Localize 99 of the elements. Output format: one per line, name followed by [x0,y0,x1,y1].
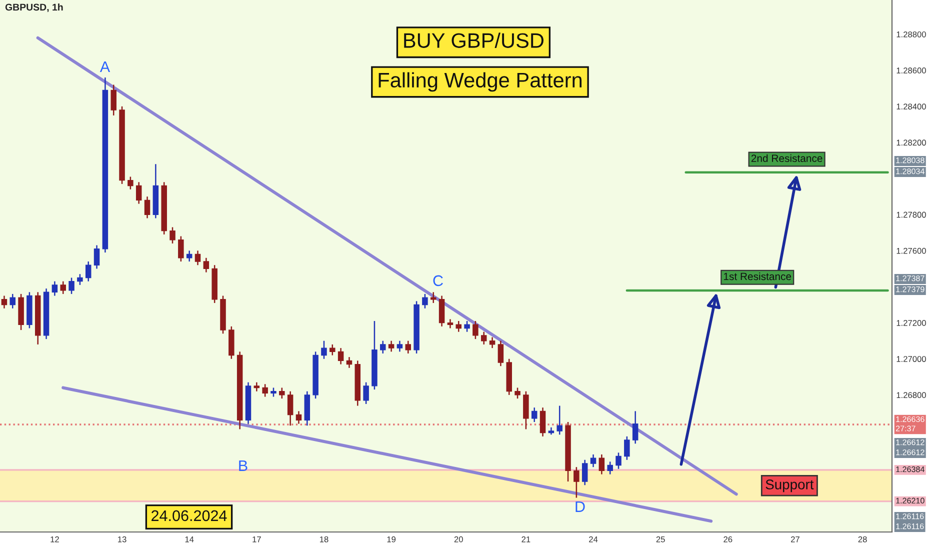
ref-line-label: 1.26636 27:37 [896,416,924,432]
text: 1.27379 [896,286,924,292]
candlestick [388,340,394,352]
candlestick [531,406,538,423]
y-tick-label: 1.27200 [896,320,926,326]
candlestick [523,390,529,430]
candlestick [556,405,562,436]
text: Falling Wedge Pattern [378,72,582,92]
candlestick [514,387,520,400]
annotation: GBPUSD, 1h [5,3,63,12]
band-label: Support [766,480,814,492]
ref-line-label: 1.26210 [896,498,924,504]
candlestick [203,257,210,273]
x-tick-label: 25 [656,536,665,542]
annotation: B [239,460,248,471]
candlestick [624,436,630,460]
text: 1.28038 [896,157,924,164]
text: 1.28034 [896,168,924,174]
x-tick-label: 28 [858,536,867,542]
x-tick-label: 12 [50,536,59,542]
ref-line-label: 1.26384 [896,466,924,472]
candlestick [574,466,580,498]
text: 1.26612 [896,439,924,446]
candlestick [85,260,92,282]
x-tick-label: 20 [454,536,463,542]
y-tick-label: 1.28600 [896,68,926,74]
candlestick [330,344,336,356]
candlestick [498,340,504,367]
candlestick [582,459,588,486]
candlestick [430,292,436,304]
y-tick-label: 1.26800 [896,392,926,398]
y-tick-label: 1.27600 [896,248,926,254]
candlestick [10,293,16,310]
y-tick-label: 1.27000 [896,356,926,362]
candlestick [472,320,478,340]
x-tick-label: 21 [522,536,530,542]
candlestick [110,84,116,116]
x-tick-label: 18 [320,536,328,542]
candlestick [254,382,260,392]
candlestick [321,340,327,360]
x-tick-label: 13 [118,536,126,542]
x-tick-label: 26 [724,536,732,542]
candlestick [170,226,176,244]
text: 1.27387 [896,275,924,282]
candlestick [438,295,445,328]
candlestick [346,356,352,369]
x-tick-label: 24 [589,536,598,542]
candlestick [194,250,201,266]
series-label: 2nd Resistance [751,154,822,162]
candlestick [128,176,134,190]
candlestick [279,387,285,400]
candlestick [447,318,454,329]
candlestick [270,387,276,398]
candlestick [396,340,403,352]
candlestick [489,336,496,349]
candlestick [422,293,428,310]
candlestick [480,331,487,346]
candlestick [632,410,638,444]
x-tick-label: 27 [791,536,800,542]
candlestick [186,250,192,262]
annotation: 24.06.2024 [152,510,227,522]
candlestick [616,452,622,470]
candlestick [77,273,83,286]
candlestick [136,182,142,204]
candlestick [405,340,412,354]
candlestick [296,410,302,424]
text: BUY GBP/USD [404,32,544,48]
candlestick [540,406,546,438]
candlestick [590,454,596,468]
candlestick [1,295,8,310]
text: 1.26116 [896,523,924,530]
candlestick [68,277,74,295]
candlestick [60,280,66,295]
x-tick-label: 17 [252,536,261,542]
text: 1.26116 [896,513,924,520]
candlestick [338,347,344,365]
x-tick-label: 14 [185,536,194,542]
y-tick-label: 1.28800 [896,31,926,38]
candlestick [144,196,150,219]
y-tick-label: 1.28200 [896,140,926,146]
candlestick [598,454,605,475]
annotation: C [433,275,443,286]
candlestick [262,383,268,398]
y-tick-label: 1.28400 [896,104,926,110]
x-tick-label: 19 [387,536,396,542]
annotation: A [100,61,110,72]
text: 1.26612 [896,449,924,456]
candlestick [464,320,470,332]
candlestick [94,244,100,270]
series-label: 1st Resistance [724,272,792,280]
y-tick-label: 1.27800 [896,212,926,218]
candlestick [52,280,58,296]
annotation: D [576,501,585,512]
candlestick [363,382,369,405]
candlestick [607,461,613,475]
candlestick [380,340,386,354]
candlestick [456,320,462,332]
candlestick [178,236,184,262]
candlestick [287,390,294,426]
